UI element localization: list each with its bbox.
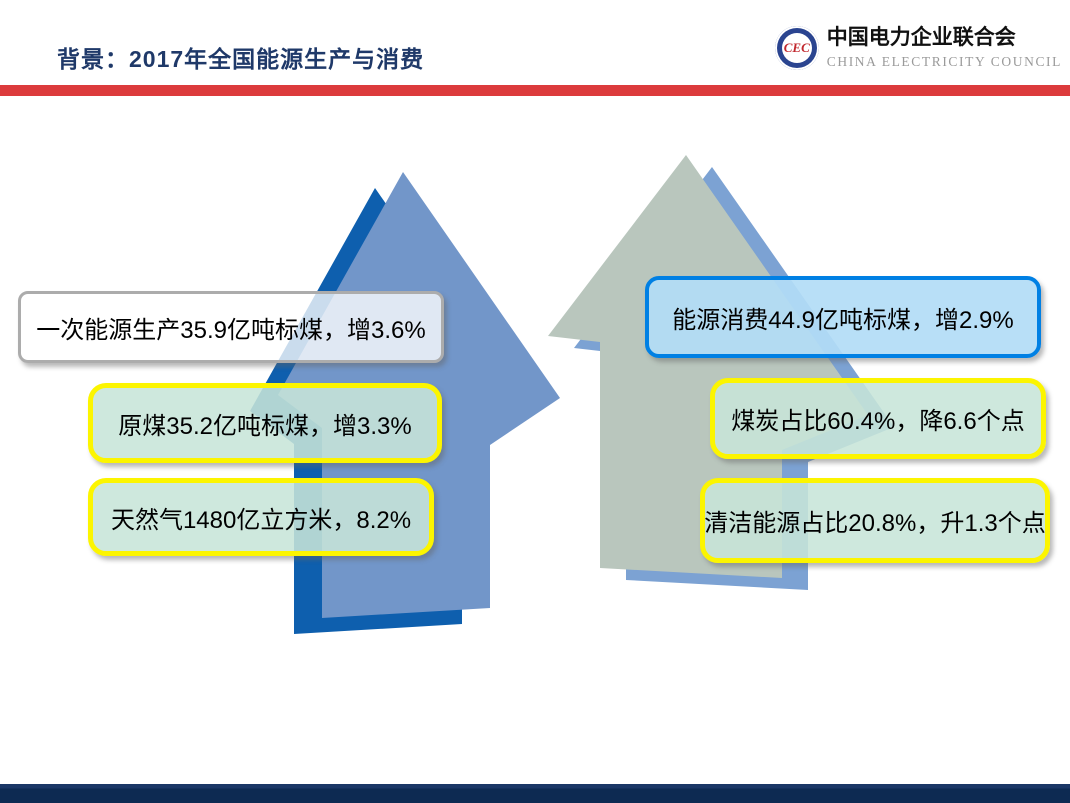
footer-bar — [0, 784, 1070, 803]
clean-energy-share-label: 清洁能源占比20.8%，升1.3个点 — [704, 510, 1046, 537]
organization-logo: CEC 中国电力企业联合会 CHINA ELECTRICITY COUNCIL — [774, 24, 1062, 70]
primary-energy-production-box: 一次能源生产35.9亿吨标煤，增3.6% — [18, 291, 444, 363]
raw-coal-production-box: 原煤35.2亿吨标煤，增3.3% — [88, 383, 442, 463]
energy-consumption-label: 能源消费44.9亿吨标煤，增2.9% — [672, 306, 1014, 334]
org-name-chinese: 中国电力企业联合会 — [826, 26, 1016, 49]
right-arrow-body — [548, 155, 868, 578]
emblem-monogram: CEC — [783, 40, 810, 55]
natural-gas-production-box: 天然气1480亿立方米，8.2% — [88, 478, 434, 556]
natural-gas-production-label: 天然气1480亿立方米，8.2% — [110, 506, 412, 534]
primary-energy-production-label: 一次能源生产35.9亿吨标煤，增3.6% — [36, 316, 426, 344]
coal-share-box: 煤炭占比60.4%，降6.6个点 — [710, 378, 1046, 459]
cec-emblem-icon: CEC — [774, 26, 819, 70]
org-name-english: CHINA ELECTRICITY COUNCIL — [826, 54, 1062, 70]
page-title: 背景：2017年全国能源生产与消费 — [57, 46, 425, 72]
energy-consumption-box: 能源消费44.9亿吨标煤，增2.9% — [645, 276, 1041, 358]
clean-energy-share-box: 清洁能源占比20.8%，升1.3个点 — [700, 478, 1050, 563]
header-divider-line — [0, 85, 1070, 96]
coal-share-label: 煤炭占比60.4%，降6.6个点 — [731, 408, 1025, 435]
raw-coal-production-label: 原煤35.2亿吨标煤，增3.3% — [118, 412, 412, 440]
